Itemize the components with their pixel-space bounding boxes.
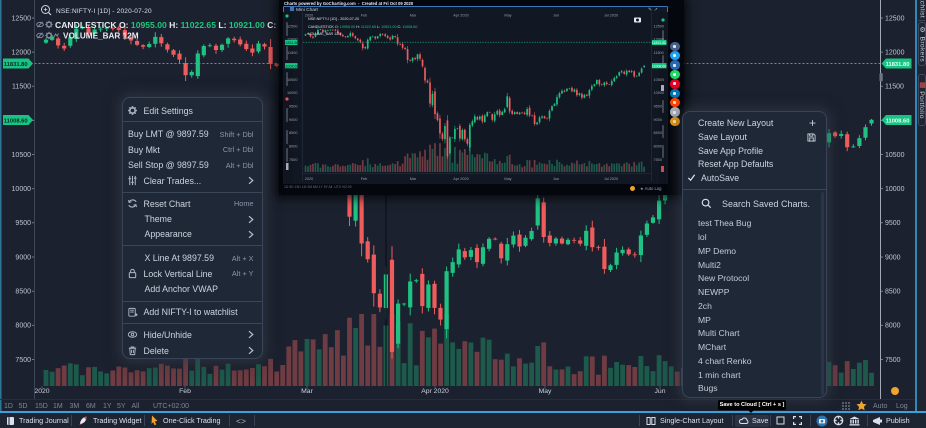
- svg-text:Auto: Auto: [873, 403, 888, 410]
- svg-text:10500: 10500: [654, 78, 665, 82]
- svg-text:2020: 2020: [34, 388, 49, 395]
- svg-text:8000: 8000: [885, 323, 901, 330]
- svg-text:11500: 11500: [287, 51, 297, 55]
- svg-text:10500: 10500: [12, 152, 32, 159]
- svg-text:6M: 6M: [86, 403, 96, 410]
- svg-text:7500: 7500: [654, 158, 662, 162]
- svg-text:9000: 9000: [289, 118, 297, 122]
- svg-text:May: May: [539, 388, 552, 395]
- svg-text:1M: 1M: [53, 403, 63, 410]
- svg-text:11008.60: 11008.60: [4, 118, 28, 124]
- svg-text:12500: 12500: [12, 15, 32, 22]
- svg-text:9500: 9500: [289, 105, 297, 109]
- svg-text:5D: 5D: [19, 403, 28, 410]
- svg-text:All: All: [132, 403, 140, 410]
- svg-text:15D: 15D: [35, 403, 48, 410]
- svg-text:VOLUME_BAR 12M: VOLUME_BAR 12M: [63, 32, 139, 41]
- svg-text:11831.80: 11831.80: [652, 41, 667, 45]
- svg-text:12000: 12000: [885, 50, 905, 57]
- svg-text:UTC+02:00: UTC+02:00: [153, 403, 189, 410]
- svg-text:1Y: 1Y: [103, 403, 112, 410]
- svg-text:Feb: Feb: [361, 177, 368, 181]
- svg-text:Apr 2020: Apr 2020: [453, 177, 468, 181]
- svg-text:Mar: Mar: [301, 388, 313, 395]
- svg-text:NSE:NIFTY-I [1D] - 2020-07-20: NSE:NIFTY-I [1D] - 2020-07-20: [56, 8, 152, 15]
- svg-text:7500: 7500: [885, 357, 901, 364]
- svg-text:10500: 10500: [885, 152, 905, 159]
- svg-text:Feb: Feb: [361, 14, 368, 18]
- svg-text:9000: 9000: [15, 254, 31, 261]
- svg-text:Log: Log: [896, 403, 908, 410]
- svg-text:2020: 2020: [305, 177, 313, 181]
- svg-text:12000: 12000: [287, 38, 298, 42]
- svg-text:10000: 10000: [885, 186, 905, 193]
- svg-text:11831.80: 11831.80: [284, 41, 299, 45]
- svg-text:11008.60: 11008.60: [284, 64, 299, 68]
- svg-text:12500: 12500: [885, 15, 905, 22]
- svg-text:8500: 8500: [289, 131, 297, 135]
- svg-text:11831.80: 11831.80: [886, 62, 910, 68]
- svg-text:Jul 2020: Jul 2020: [604, 177, 618, 181]
- svg-text:9500: 9500: [15, 220, 31, 227]
- svg-text:10500: 10500: [287, 78, 298, 82]
- svg-text:2020: 2020: [305, 14, 313, 18]
- svg-text:3M: 3M: [70, 403, 80, 410]
- svg-text:8000: 8000: [289, 145, 297, 149]
- svg-text:Jul 2020: Jul 2020: [604, 14, 618, 18]
- svg-text:9000: 9000: [654, 118, 662, 122]
- svg-text:8500: 8500: [885, 289, 901, 296]
- svg-text:8000: 8000: [15, 323, 31, 330]
- svg-text:May: May: [504, 14, 511, 18]
- svg-text:10000: 10000: [287, 91, 298, 95]
- svg-text:11500: 11500: [654, 51, 664, 55]
- svg-text:9500: 9500: [885, 220, 901, 227]
- svg-text:12000: 12000: [12, 50, 32, 57]
- svg-text:7500: 7500: [289, 158, 297, 162]
- svg-text:11008.60: 11008.60: [886, 118, 910, 124]
- svg-text:Apr 2020: Apr 2020: [453, 14, 468, 18]
- svg-text:8000: 8000: [654, 145, 662, 149]
- svg-text:12500: 12500: [287, 24, 298, 28]
- svg-text:Jun: Jun: [655, 388, 666, 395]
- svg-text:1D: 1D: [4, 403, 13, 410]
- svg-text:11008.60: 11008.60: [652, 64, 667, 68]
- svg-text:7500: 7500: [15, 357, 31, 364]
- svg-text:Feb: Feb: [179, 388, 191, 395]
- svg-text:10000: 10000: [654, 91, 665, 95]
- svg-text:May: May: [504, 177, 511, 181]
- svg-text:11831.80: 11831.80: [4, 62, 28, 68]
- svg-text:10000: 10000: [12, 186, 32, 193]
- svg-text:VOLUME_BAR 12M: VOLUME_BAR 12M: [308, 32, 341, 36]
- svg-text:Jun: Jun: [553, 14, 559, 18]
- svg-text:CANDLESTICK O: 10955.00 H: 110: CANDLESTICK O: 10955.00 H: 11022.65 L: 1…: [308, 25, 417, 29]
- svg-text:12000: 12000: [654, 38, 665, 42]
- svg-text:9500: 9500: [654, 105, 662, 109]
- svg-text:11500: 11500: [12, 84, 31, 91]
- svg-text:8500: 8500: [654, 131, 662, 135]
- svg-text:5Y: 5Y: [117, 403, 126, 410]
- svg-text:Mar: Mar: [410, 14, 417, 18]
- svg-text:8500: 8500: [15, 289, 31, 296]
- svg-text:11500: 11500: [885, 84, 904, 91]
- svg-text:Jun: Jun: [553, 177, 559, 181]
- svg-text:Mar: Mar: [410, 177, 417, 181]
- svg-text:Apr 2020: Apr 2020: [421, 388, 449, 395]
- svg-text:9000: 9000: [885, 254, 901, 261]
- svg-text:12500: 12500: [654, 24, 665, 28]
- svg-text:NSE:NIFTY-I [1D] - 2020-07-20: NSE:NIFTY-I [1D] - 2020-07-20: [308, 17, 359, 21]
